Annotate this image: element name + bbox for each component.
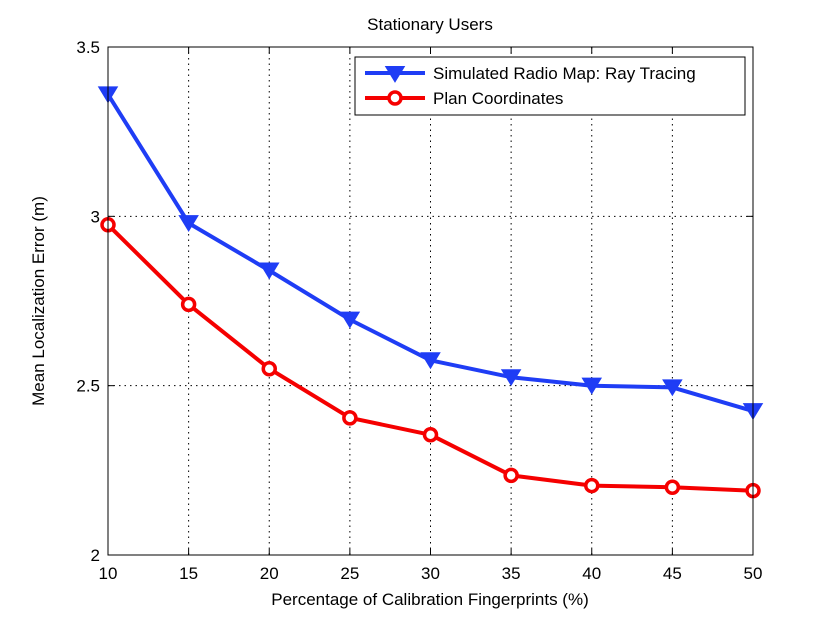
series-plan-coordinates (100, 217, 761, 499)
x-tick-label: 40 (582, 564, 601, 583)
y-tick-label: 3 (91, 207, 100, 226)
data-point-triangle (662, 379, 683, 397)
x-tick-label: 45 (663, 564, 682, 583)
x-tick-label: 35 (502, 564, 521, 583)
legend-marker-circle-icon (387, 90, 403, 106)
data-point-triangle (258, 262, 280, 280)
data-point-circle (422, 427, 439, 443)
axis-ticks (107, 46, 754, 556)
x-tick-label: 10 (99, 564, 118, 583)
data-point-triangle (581, 377, 603, 395)
series-ray-tracing (97, 86, 764, 420)
x-axis-label: Percentage of Calibration Fingerprints (… (271, 590, 588, 609)
data-point-circle (584, 477, 600, 494)
x-tick-label: 20 (260, 564, 279, 583)
legend-label-plan-coordinates: Plan Coordinates (433, 89, 563, 108)
chart-title: Stationary Users (367, 15, 493, 34)
y-tick-label: 2.5 (76, 377, 100, 396)
x-tick-label: 50 (744, 564, 763, 583)
data-point-triangle (339, 311, 361, 329)
y-tick-label: 2 (91, 546, 100, 565)
legend-label-ray-tracing: Simulated Radio Map: Ray Tracing (433, 64, 696, 83)
data-point-triangle (500, 369, 522, 387)
data-point-circle (180, 296, 197, 313)
tick-labels: 10 15 20 25 30 35 40 45 50 2 2.5 3 3.5 (76, 38, 762, 583)
data-point-triangle (178, 215, 199, 233)
data-point-circle (261, 360, 277, 377)
x-tick-label: 15 (179, 564, 198, 583)
y-axis-label: Mean Localization Error (m) (29, 196, 48, 406)
data-point-circle (664, 479, 681, 496)
legend-box (354, 56, 746, 116)
legend: Simulated Radio Map: Ray Tracing Plan Co… (354, 56, 746, 116)
legend-marker-triangle-down-icon (384, 66, 406, 83)
data-point-triangle (420, 352, 441, 370)
data-point-circle (503, 467, 519, 484)
x-tick-label: 30 (421, 564, 440, 583)
x-tick-label: 25 (340, 564, 359, 583)
data-point-circle (342, 410, 358, 426)
series-layer (97, 86, 764, 499)
y-tick-label: 3.5 (76, 38, 100, 57)
